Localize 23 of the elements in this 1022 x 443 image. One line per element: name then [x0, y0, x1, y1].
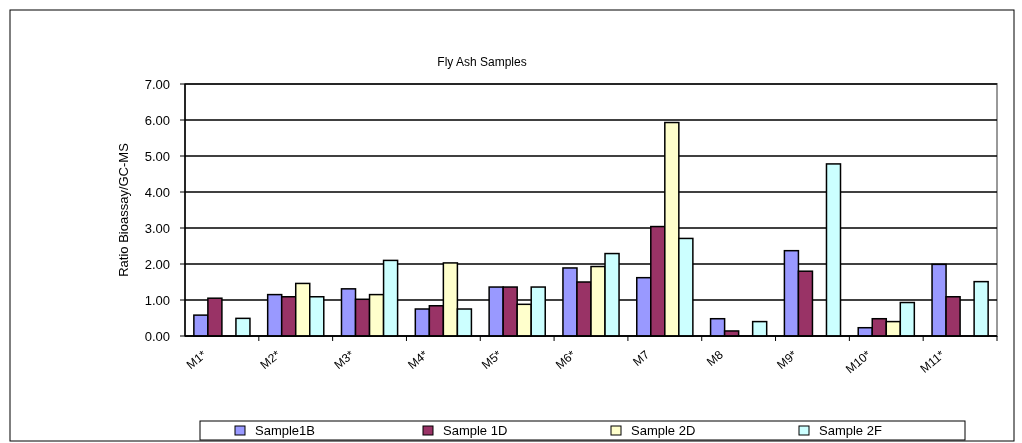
x-tick-label: M2* — [257, 347, 284, 373]
legend-label: Sample 2D — [631, 423, 696, 438]
x-tick-label: M9* — [774, 347, 800, 373]
legend-label: Sample 2F — [819, 423, 882, 438]
x-tick-label: M4* — [405, 347, 431, 373]
x-tick-label: M5* — [479, 347, 505, 373]
x-tick-label: M3* — [331, 347, 357, 373]
y-tick-label: 2.00 — [144, 256, 170, 272]
legend-label: Sample 1D — [443, 423, 508, 438]
x-tick-label: M7 — [630, 347, 653, 370]
x-tick-label: M6* — [552, 347, 579, 373]
x-tick-label: M1* — [183, 347, 210, 373]
y-tick-label: 7.00 — [144, 76, 170, 92]
legend-label: Sample1B — [255, 423, 315, 438]
y-tick-label: 4.00 — [144, 184, 170, 200]
y-axis-title: Ratio Bioassay/GC-MS — [116, 142, 131, 277]
chart-title: Fly Ash Samples — [437, 55, 527, 69]
y-tick-label: 6.00 — [144, 112, 170, 128]
y-tick-label: 0.00 — [144, 328, 170, 344]
x-tick-label: M8 — [704, 347, 727, 370]
y-tick-label: 1.00 — [144, 292, 170, 308]
y-tick-label: 5.00 — [144, 148, 170, 164]
y-tick-label: 3.00 — [144, 220, 170, 236]
